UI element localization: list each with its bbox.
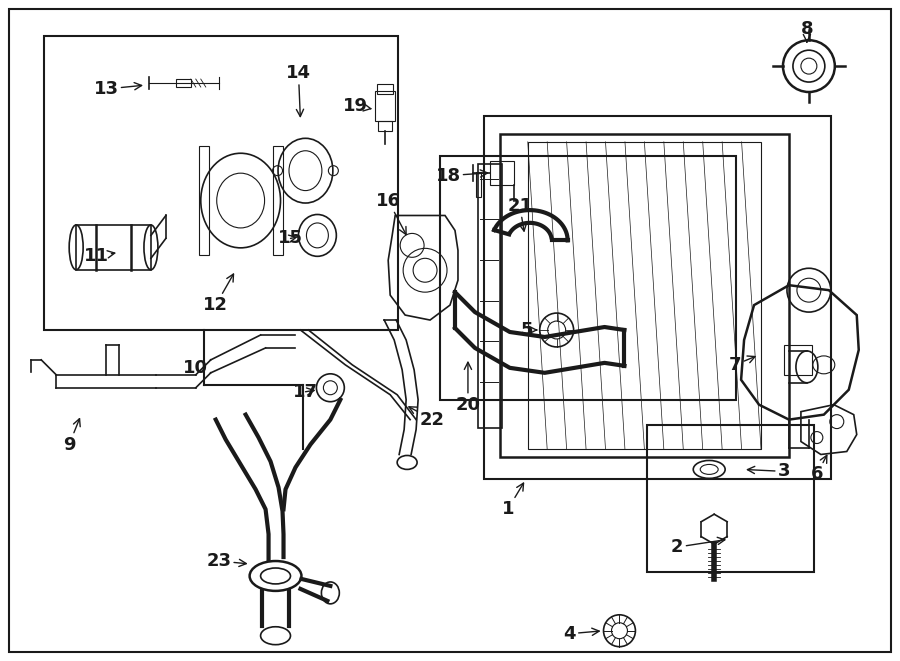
Bar — [784, 345, 812, 375]
Text: 15: 15 — [278, 229, 303, 247]
Bar — [199, 146, 209, 255]
Text: 19: 19 — [343, 97, 371, 115]
Text: 18: 18 — [436, 167, 488, 184]
Text: 5: 5 — [520, 321, 536, 339]
Text: 10: 10 — [184, 359, 208, 377]
Text: 22: 22 — [409, 407, 445, 428]
Text: 23: 23 — [206, 552, 247, 570]
Bar — [490, 161, 514, 184]
Text: 14: 14 — [286, 64, 311, 116]
Bar — [440, 156, 736, 400]
Text: 21: 21 — [508, 196, 532, 231]
Bar — [476, 172, 481, 196]
Bar — [76, 225, 151, 270]
Text: 7: 7 — [729, 356, 755, 374]
Text: 1: 1 — [501, 483, 524, 518]
Bar — [176, 79, 191, 87]
Bar — [500, 134, 789, 457]
Text: 16: 16 — [375, 192, 406, 235]
Bar — [44, 36, 398, 330]
Text: 11: 11 — [84, 247, 115, 265]
Bar — [527, 142, 761, 449]
Bar — [377, 84, 393, 94]
Text: 17: 17 — [292, 383, 318, 401]
Text: 12: 12 — [203, 274, 233, 314]
Text: 3: 3 — [747, 463, 790, 481]
Text: 2: 2 — [671, 537, 724, 556]
Text: 6: 6 — [811, 455, 827, 483]
Text: 20: 20 — [455, 362, 481, 414]
Bar — [273, 146, 283, 255]
Bar — [375, 91, 395, 121]
Bar — [478, 164, 502, 428]
Bar — [484, 116, 831, 479]
Bar — [647, 424, 814, 572]
Text: 8: 8 — [801, 20, 814, 42]
Text: 9: 9 — [63, 418, 80, 453]
Bar — [378, 121, 392, 131]
Text: 13: 13 — [94, 80, 141, 98]
Text: 4: 4 — [563, 625, 599, 642]
